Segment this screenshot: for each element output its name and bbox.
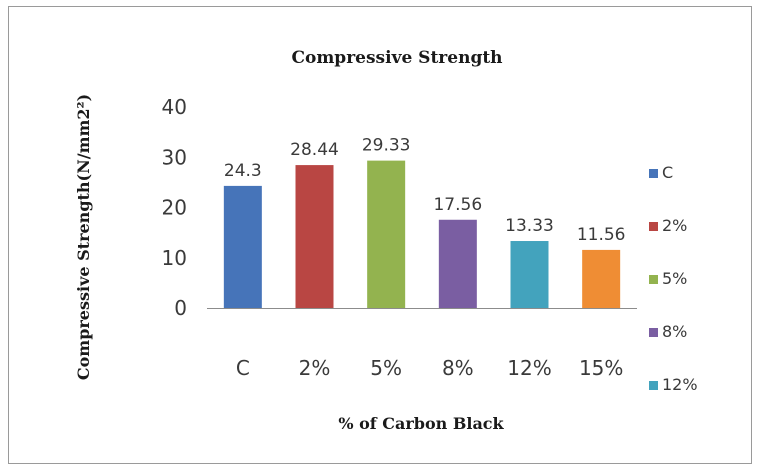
x-tick-label: C	[236, 356, 250, 380]
y-tick-label: 30	[162, 145, 187, 169]
y-tick-label: 40	[162, 95, 187, 119]
x-tick-label: 15%	[579, 356, 623, 380]
legend-swatch	[649, 169, 658, 178]
legend-label: 8%	[662, 322, 687, 341]
bar	[510, 241, 549, 308]
data-label: 17.56	[433, 195, 482, 215]
legend-label: 5%	[662, 269, 687, 288]
legend-swatch	[649, 222, 658, 231]
x-tick-label: 8%	[442, 356, 474, 380]
y-axis-title: Compressive Strength(N/mm2²)	[74, 94, 93, 380]
x-tick-label: 5%	[370, 356, 402, 380]
bar	[367, 160, 406, 308]
data-label: 11.56	[577, 225, 626, 245]
legend-swatch	[649, 381, 658, 390]
chart-title: Compressive Strength	[291, 48, 502, 68]
legend: C 2% 5% 8% 12%	[649, 163, 698, 394]
bar	[295, 165, 334, 308]
y-tick-label: 20	[162, 196, 187, 220]
bar	[223, 185, 262, 308]
x-tick-label: 12%	[507, 356, 551, 380]
data-label: 13.33	[505, 216, 554, 236]
data-label: 29.33	[362, 136, 411, 156]
legend-label: 2%	[662, 216, 687, 235]
bar	[582, 249, 621, 308]
legend-swatch	[649, 328, 658, 337]
plot-area: 0 10 20 30 40 24.3 C 28.44 2% 29.33 5% 17.56 8% 13.33…	[162, 95, 637, 380]
x-axis-title: % of Carbon Black	[338, 414, 504, 433]
chart-frame: Compressive Strength 0 10 20 30 40 24.3 C 28.44…	[8, 6, 752, 464]
data-label: 28.44	[290, 140, 339, 160]
x-tick-label: 2%	[299, 356, 331, 380]
y-tick-label: 0	[174, 296, 187, 320]
legend-swatch	[649, 275, 658, 284]
y-tick-label: 10	[162, 246, 187, 270]
data-label: 24.3	[224, 161, 262, 181]
legend-label: C	[662, 163, 673, 182]
bar	[438, 219, 477, 308]
bar-chart: Compressive Strength 0 10 20 30 40 24.3 C 28.44…	[74, 48, 698, 433]
legend-label: 12%	[662, 375, 698, 394]
